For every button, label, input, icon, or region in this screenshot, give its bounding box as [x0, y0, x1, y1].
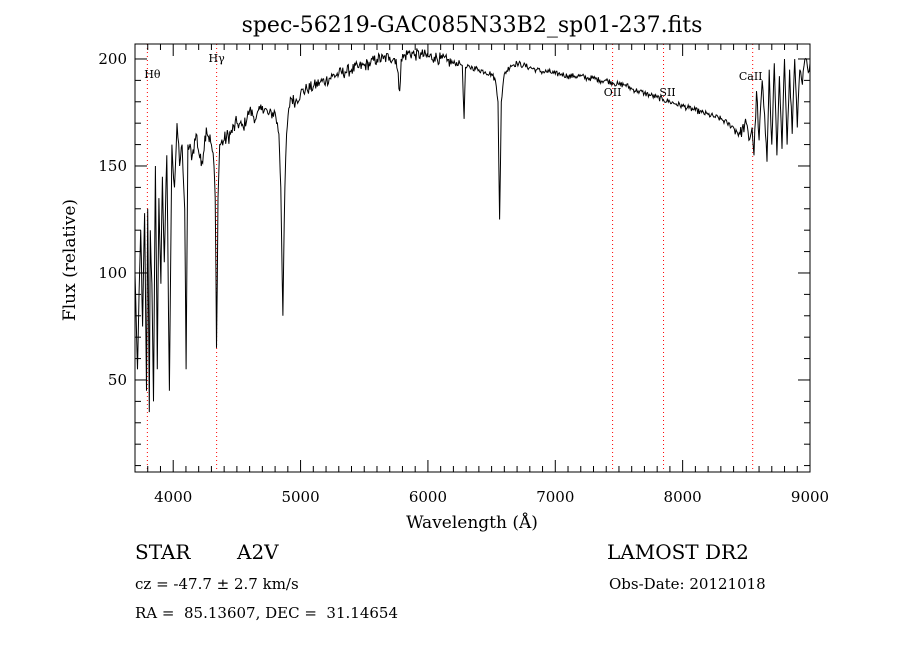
x-tick-label: 6000: [409, 488, 447, 506]
line-marker-label: CaII: [739, 70, 763, 83]
x-axis-label: Wavelength (Å): [406, 512, 538, 533]
y-tick-label: 100: [98, 264, 127, 282]
line-marker-label: SII: [659, 86, 675, 99]
observation-date: Obs-Date: 20121018: [609, 575, 766, 593]
x-tick-label: 9000: [791, 488, 829, 506]
object-type: STAR: [135, 540, 191, 564]
redshift-value: cz = -47.7 ± 2.7 km/s: [135, 575, 299, 593]
coordinates: RA = 85.13607, DEC = 31.14654: [135, 604, 399, 622]
spectrum-chart: spec-56219-GAC085N33B2_sp01-237.fits HθH…: [60, 13, 829, 533]
x-axis: 4000 5000 6000 7000 8000 9000: [134, 44, 829, 506]
line-marker-label: Hγ: [209, 52, 226, 65]
spectrum-line: [134, 48, 811, 413]
spectral-subclass: A2V: [237, 540, 279, 564]
y-axis-label: Flux (relative): [60, 199, 80, 321]
emission-line-markers: Hθ Hγ OII SII CaII: [144, 44, 763, 472]
x-tick-label: 7000: [536, 488, 574, 506]
spectrum-series: [134, 48, 811, 413]
x-tick-label: 8000: [664, 488, 702, 506]
survey-name: LAMOST DR2: [607, 540, 749, 564]
chart-title: spec-56219-GAC085N33B2_sp01-237.fits: [242, 13, 703, 38]
plot-frame: [134, 43, 811, 473]
y-tick-label: 200: [98, 50, 127, 68]
x-tick-label: 5000: [281, 488, 319, 506]
line-marker-label: Hθ: [144, 68, 161, 81]
y-tick-label: 50: [108, 371, 127, 389]
line-marker-label: OII: [604, 86, 622, 99]
y-tick-label: 150: [98, 157, 127, 175]
y-axis: 50 100 150 200: [98, 50, 810, 467]
x-tick-label: 4000: [154, 488, 192, 506]
plot-border: [134, 43, 811, 473]
